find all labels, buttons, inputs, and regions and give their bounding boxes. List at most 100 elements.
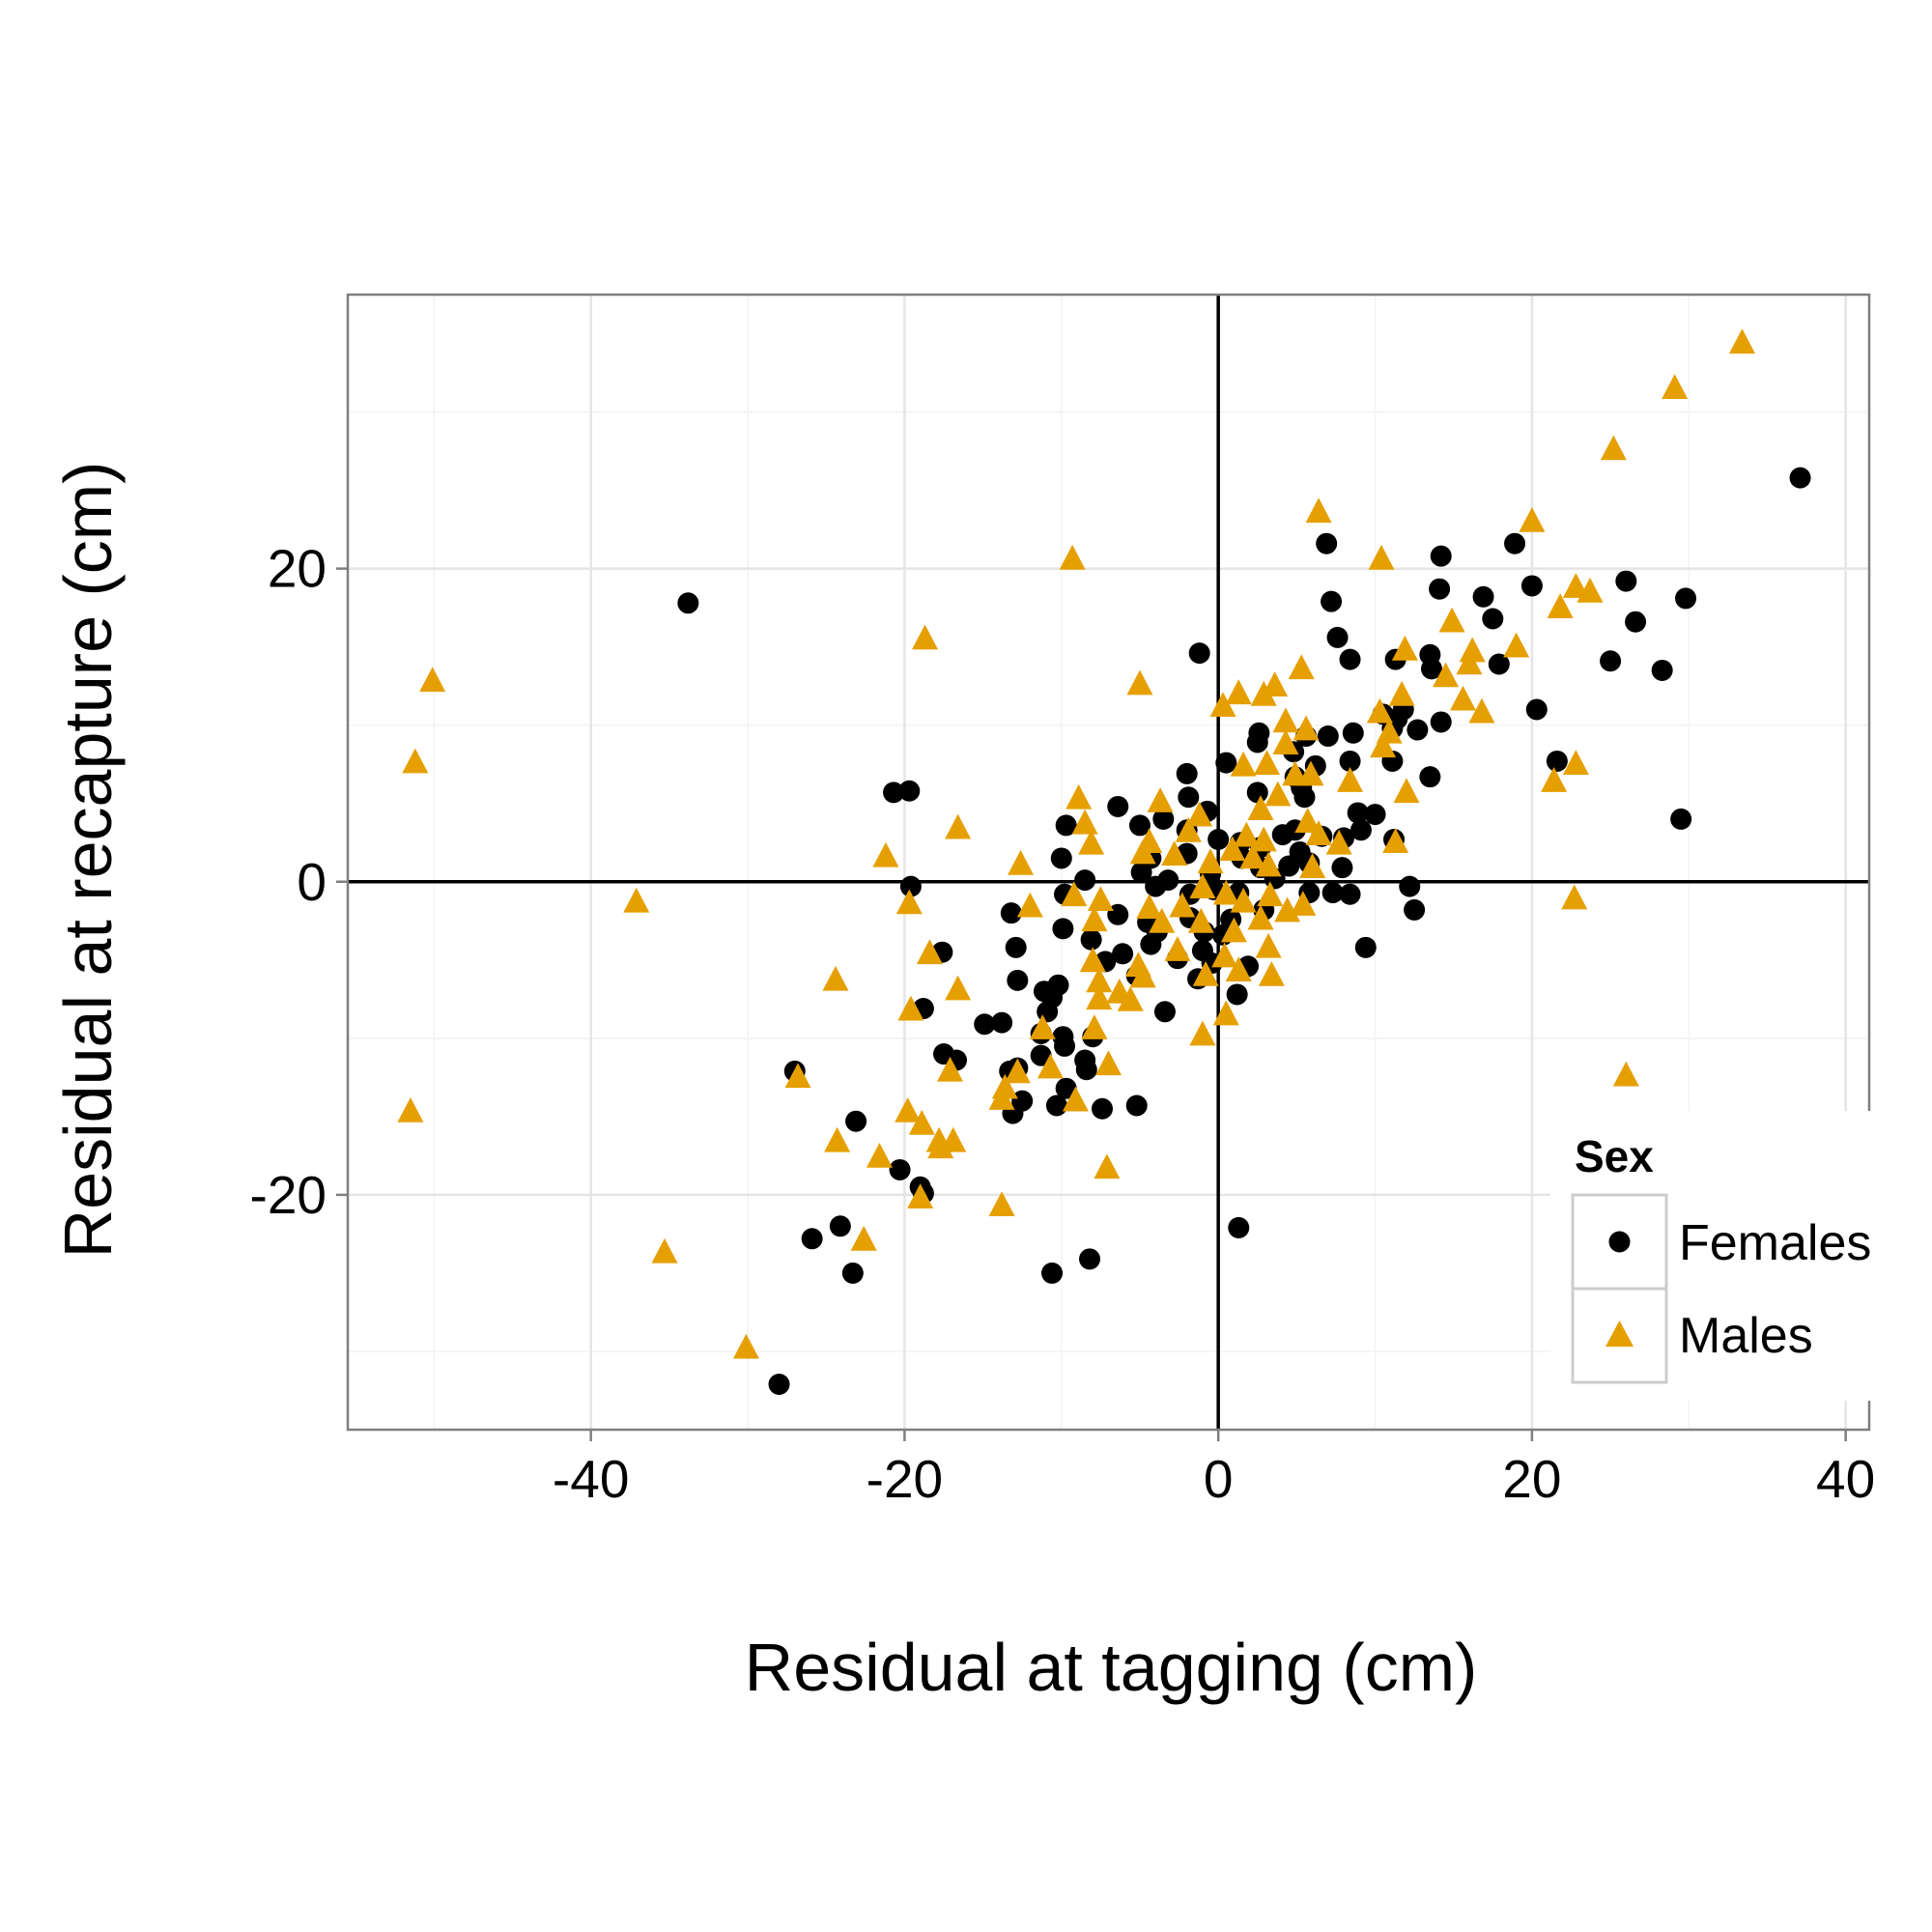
data-point-males: [927, 1133, 954, 1159]
data-point-females: [1430, 545, 1452, 567]
data-point-females: [1055, 1077, 1077, 1099]
data-point-males: [1247, 904, 1274, 930]
data-point-females: [677, 592, 699, 614]
y-axis-title: Residual at recapture (cm): [50, 462, 126, 1259]
data-point-females: [1112, 943, 1134, 965]
data-point-females: [1000, 902, 1022, 924]
y-tick-label: 0: [297, 852, 327, 912]
data-point-females: [1339, 750, 1361, 772]
plot-border: [346, 293, 1871, 1432]
data-point-males: [1136, 894, 1163, 920]
data-point-females: [1520, 575, 1543, 597]
data-point-males: [1288, 654, 1315, 680]
data-point-males: [1299, 853, 1326, 878]
x-tick-label: 0: [1204, 1449, 1234, 1509]
data-point-males: [1192, 961, 1219, 986]
data-point-males: [1449, 685, 1476, 711]
data-point-males: [1086, 984, 1113, 1010]
data-point-males: [1253, 750, 1280, 776]
data-point-males: [1728, 328, 1755, 355]
data-point-males: [1187, 907, 1214, 933]
data-point-males: [1004, 1058, 1031, 1084]
data-point-females: [991, 1011, 1013, 1034]
data-point-males: [1438, 607, 1465, 633]
data-point-males: [1325, 829, 1352, 855]
data-point-females: [1364, 804, 1386, 826]
data-point-males: [1071, 809, 1098, 835]
data-point-males: [1258, 961, 1285, 986]
data-point-males: [1129, 838, 1156, 865]
data-point-males: [1220, 917, 1247, 943]
data-point-males: [912, 624, 939, 650]
data-point-males: [1209, 692, 1236, 718]
data-point-males: [1239, 843, 1266, 869]
data-point-males: [1065, 783, 1093, 810]
data-point-males: [623, 887, 650, 913]
data-point-males: [1169, 892, 1196, 918]
data-point-males: [1393, 778, 1420, 804]
data-point-females: [1651, 659, 1673, 681]
data-point-males: [1164, 936, 1191, 961]
data-point-females: [1339, 648, 1361, 670]
data-point-males: [1433, 662, 1460, 688]
data-point-females: [1152, 808, 1175, 830]
data-point-males: [1147, 787, 1174, 812]
data-point-males: [850, 1225, 877, 1251]
data-point-males: [651, 1237, 678, 1264]
data-point-females: [1419, 766, 1441, 788]
data-point-females: [1670, 808, 1692, 830]
x-tick-label: 40: [1816, 1449, 1875, 1509]
data-point-males: [1272, 729, 1299, 754]
data-point-males: [1078, 829, 1105, 855]
data-point-females: [845, 1110, 867, 1132]
data-point-males: [1368, 544, 1395, 570]
data-point-males: [1305, 497, 1332, 524]
data-point-females: [1080, 928, 1102, 951]
data-point-females: [1226, 983, 1248, 1006]
data-point-males: [897, 995, 924, 1021]
data-point-males: [402, 748, 429, 774]
data-point-females: [1472, 585, 1494, 608]
data-point-males: [1219, 836, 1246, 862]
data-point-males: [1016, 892, 1043, 918]
data-point-females: [1075, 1059, 1097, 1081]
data-point-females: [1054, 1035, 1076, 1057]
data-point-females: [768, 1374, 790, 1395]
data-point-males: [1264, 781, 1292, 807]
data-point-males: [1086, 967, 1113, 993]
data-point-males: [1257, 881, 1284, 907]
data-point-females: [1052, 918, 1074, 940]
data-point-females: [1429, 578, 1451, 600]
data-point-females: [1789, 467, 1811, 489]
data-point-males: [1149, 907, 1176, 933]
data-point-females: [1321, 882, 1344, 904]
data-point-males: [1662, 374, 1689, 400]
data-point-males: [1008, 849, 1035, 875]
data-point-females: [1600, 650, 1622, 672]
data-point-males: [1087, 886, 1114, 912]
data-point-males: [1212, 1000, 1239, 1026]
data-point-females: [1188, 642, 1210, 665]
data-point-males: [1305, 820, 1332, 845]
data-point-males: [1274, 896, 1301, 923]
data-point-females: [1339, 883, 1361, 905]
data-point-females: [1176, 762, 1198, 784]
y-tick-label: -20: [250, 1165, 327, 1225]
data-point-males: [1059, 544, 1086, 570]
legend-title: Sex: [1575, 1131, 1654, 1181]
data-point-males: [937, 1056, 964, 1082]
data-point-males: [1126, 669, 1153, 696]
data-point-males: [945, 975, 972, 1001]
data-point-males: [945, 813, 972, 839]
data-point-males: [1037, 1053, 1064, 1079]
data-point-males: [1382, 828, 1409, 854]
data-point-males: [1293, 715, 1320, 741]
data-point-males: [1294, 808, 1321, 833]
data-point-males: [1562, 750, 1589, 776]
legend-symbol-males: [1605, 1321, 1634, 1347]
data-point-males: [1212, 879, 1239, 905]
data-point-females: [1007, 969, 1029, 991]
data-point-females: [899, 875, 922, 897]
data-point-males: [1255, 932, 1282, 958]
